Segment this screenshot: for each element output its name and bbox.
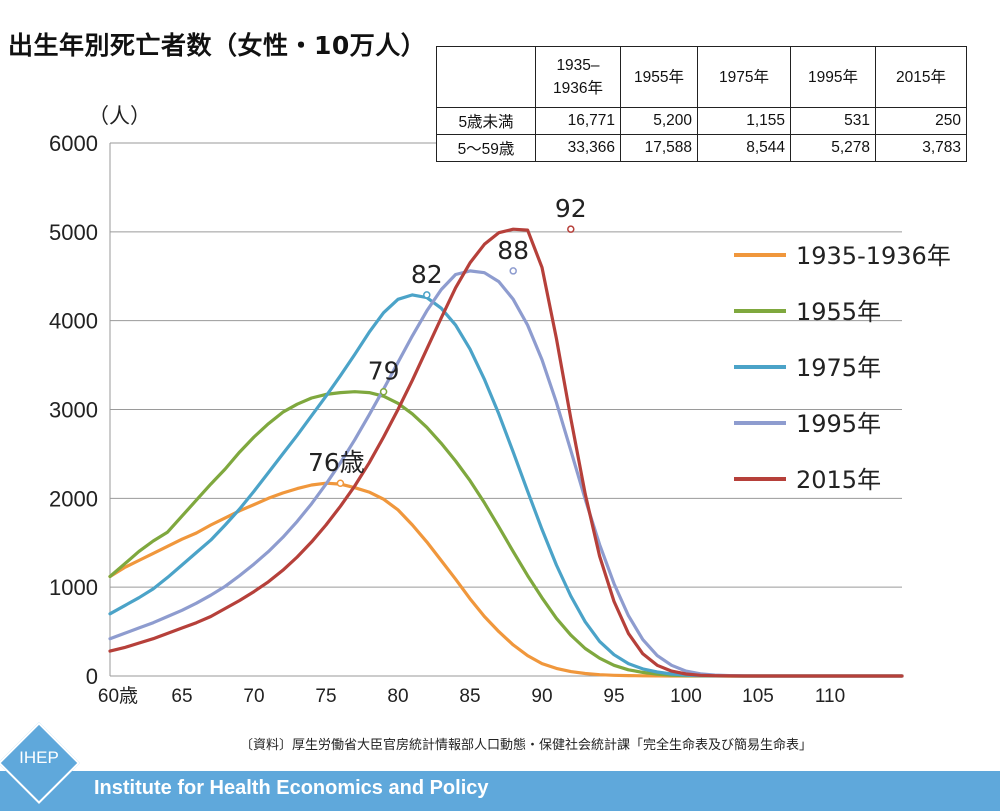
legend-label: 1995年 [796,410,881,438]
x-tick-label: 100 [670,686,702,707]
peak-marker [567,225,575,233]
table-cell: 5,200 [620,107,698,135]
table-header-row: 1935– 1936年 1955年 1975年 1995年 2015年 [436,46,967,108]
x-tick-label: 70 [243,686,264,707]
table-cell: 531 [790,107,876,135]
table-cell: 8,544 [697,134,791,162]
table-header-2015: 2015年 [875,46,967,108]
x-tick-label: 90 [531,686,552,707]
x-tick-label: 60歳 [98,685,138,707]
y-tick-label: 0 [86,664,98,689]
table-row-label: 5歳未満 [436,107,536,135]
axes: 0 1000 2000 3000 4000 5000 6000 60歳 65 70 75 80 85 90… [49,131,845,707]
peak-label: 76歳 [308,448,365,477]
y-tick-label: 6000 [49,131,98,156]
legend-label: 2015年 [796,466,881,494]
series-line [108,293,904,678]
x-tick-label: 65 [171,686,192,707]
source-note: 〔資料〕厚生労働省大臣官房統計情報部人口動態・保健社会統計課「完全生命表及び簡易… [240,738,813,753]
peak-label: 92 [555,194,587,223]
series-line [108,269,904,678]
x-tick-label: 85 [459,686,480,707]
legend-label: 1935-1936年 [796,242,951,270]
y-unit-label: （人） [88,104,151,128]
peak-label: 79 [368,357,400,386]
table-cell: 3,783 [875,134,967,162]
table-header-1955: 1955年 [620,46,698,108]
peak-marker [336,479,345,487]
x-tick-label: 105 [742,686,774,707]
y-tick-label: 4000 [49,309,98,334]
ihep-logo-text: IHEP [19,748,59,767]
series-lines [108,227,904,678]
table-cell: 17,588 [620,134,698,162]
peak-marker [509,267,517,275]
series-line [108,481,904,678]
table-header-1995: 1995年 [790,46,876,108]
table-corner-cell [436,46,536,108]
table-row-label: 5〜59歳 [436,134,536,162]
y-tick-label: 3000 [49,398,98,423]
table-cell: 16,771 [535,107,621,135]
grid [110,142,902,677]
table-cell: 250 [875,107,967,135]
peak-label: 82 [411,260,443,289]
table-cell: 1,155 [697,107,791,135]
table-header-1935: 1935– 1936年 [535,46,621,108]
peak-annotations: 76歳 79 82 88 92 [308,194,587,487]
legend-label: 1975年 [796,354,881,382]
table-cell: 5,278 [790,134,876,162]
legend: 1935-1936年 1955年 1975年 1995年 2015年 [734,242,951,494]
chart-title: 出生年別死亡者数（女性・10万人） [8,31,427,60]
series-line [108,227,904,678]
peak-marker [379,387,388,396]
legend-label: 1955年 [796,298,881,326]
table-row: 5〜59歳 33,366 17,588 8,544 5,278 3,783 [436,134,967,162]
y-tick-label: 2000 [49,486,98,511]
y-tick-label: 1000 [49,575,98,600]
x-tick-label: 110 [815,686,845,707]
footer-bar: Institute for Health Economics and Polic… [0,771,1000,811]
table-row: 5歳未満 16,771 5,200 1,155 531 250 [436,107,967,135]
footer-org-name: Institute for Health Economics and Polic… [94,777,489,799]
x-tick-label: 75 [315,686,336,707]
x-tick-label: 95 [603,686,624,707]
x-tick-label: 80 [387,686,408,707]
peak-marker [423,291,431,299]
table-cell: 33,366 [535,134,621,162]
y-tick-label: 5000 [49,220,98,245]
peak-label: 88 [497,236,529,265]
table-header-1975: 1975年 [697,46,791,108]
summary-table: 1935– 1936年 1955年 1975年 1995年 2015年 5歳未満 … [436,46,967,162]
